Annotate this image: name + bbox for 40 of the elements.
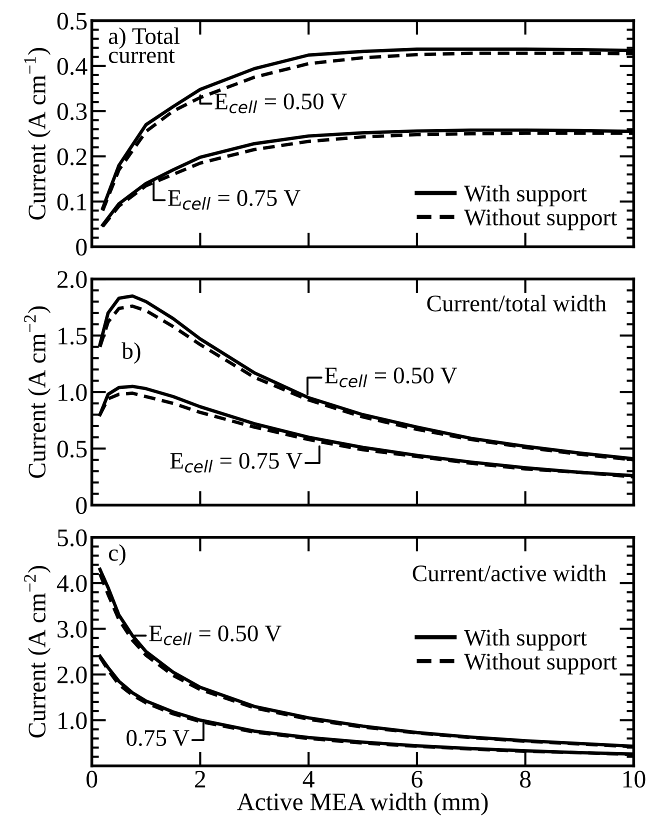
y-axis-title: Current (A cm$^{−1}$): [24, 48, 51, 220]
y-tick-label: 0: [76, 238, 87, 256]
annotation: E$_{cell}$ = 0.75 V: [168, 190, 300, 210]
x-tick-label: 8: [520, 770, 531, 788]
y-tick-label: 0: [76, 497, 87, 514]
annotation: E$_{cell}$ = 0.75 V: [170, 452, 302, 473]
x-axis-title: Active MEA width (mm): [236, 792, 488, 816]
y-tick-label: 5.0: [58, 529, 87, 546]
annotation: b): [122, 342, 140, 364]
y-tick-label: 3.0: [58, 620, 87, 638]
annotation: 0.75 V: [126, 730, 190, 746]
annotation: E$_{cell}$ = 0.50 V: [214, 93, 347, 114]
y-tick-label: 2.0: [58, 271, 87, 288]
annotation: Current/active width: [412, 564, 606, 582]
legend-label: With support: [464, 184, 587, 206]
x-tick-label: 6: [412, 770, 422, 788]
x-tick-label: 4: [302, 770, 314, 788]
y-tick-label: 1.0: [58, 384, 87, 402]
annotation: E$_{cell}$ = 0.50 V: [149, 625, 282, 646]
annotation: E$_{cell}$ = 0.50 V: [324, 368, 458, 388]
annotation: c): [108, 544, 126, 566]
legend-label: Without support: [464, 208, 618, 230]
y-tick-label: 0.2: [57, 148, 86, 166]
y-tick-label: 2.0: [58, 666, 87, 684]
y-tick-label: 0.3: [57, 103, 87, 120]
y-axis-title: Current (A cm$^{−2}$): [24, 566, 51, 738]
y-tick-label: 4.0: [56, 575, 87, 592]
y-axis-title: Current (A cm$^{−2}$): [24, 306, 51, 478]
y-tick-label: 0.5: [57, 12, 87, 30]
legend-label: With support: [464, 629, 587, 650]
y-tick-label: 0.1: [57, 194, 86, 211]
y-tick-label: 0.5: [57, 440, 87, 458]
y-tick-label: 1.0: [58, 712, 87, 730]
x-tick-label: 10: [623, 770, 646, 788]
annotation: Current/total width: [427, 294, 606, 312]
legend-label: Without support: [464, 652, 618, 674]
y-tick-label: 1.5: [58, 328, 87, 345]
x-tick-label: 2: [195, 770, 206, 788]
y-tick-label: 0.4: [57, 58, 88, 75]
annotation: a) Total current: [108, 27, 180, 64]
